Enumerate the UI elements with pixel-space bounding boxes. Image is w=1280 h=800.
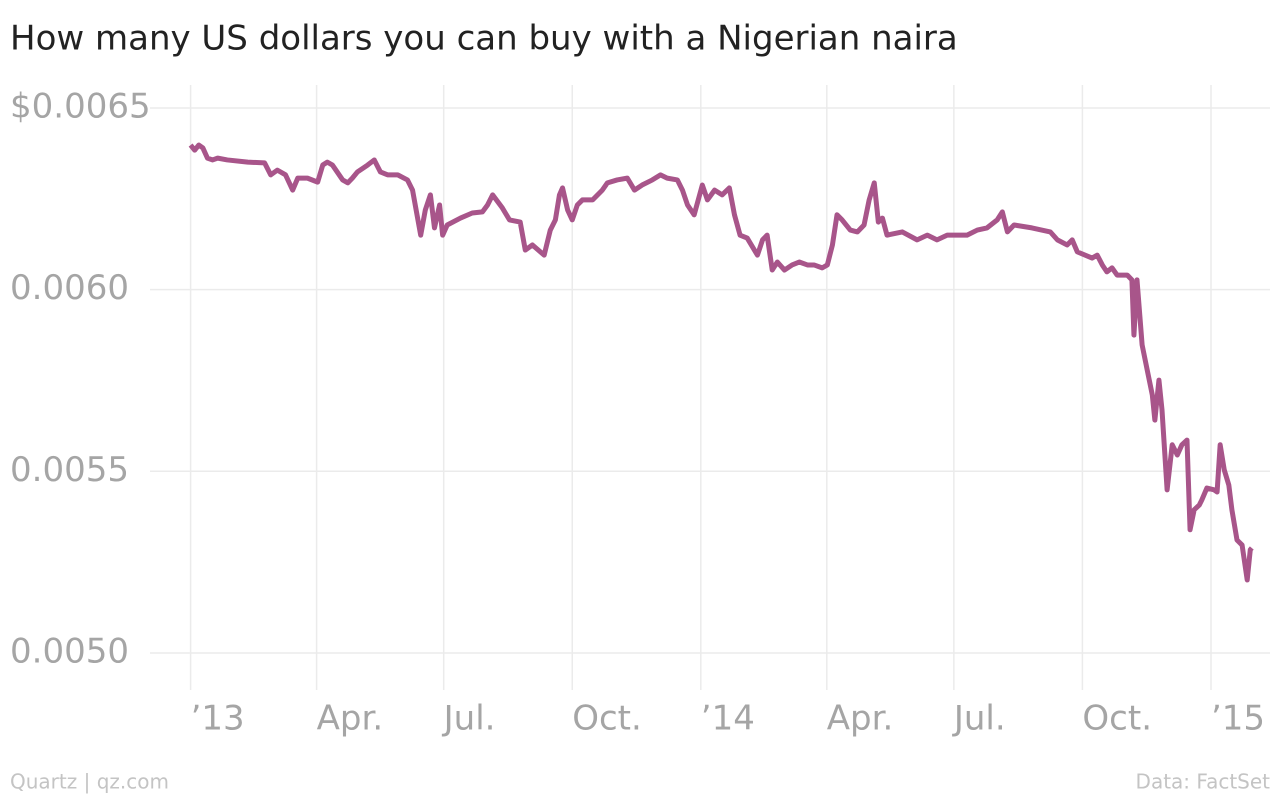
x-tick-label: Apr. [827, 699, 894, 739]
y-tick-label: 0.0060 [10, 268, 129, 308]
y-tick-label: 0.0055 [10, 450, 129, 490]
x-tick-label: Oct. [1082, 699, 1152, 739]
source: Data: FactSet [1136, 770, 1271, 794]
x-tick-label: ’15 [1211, 699, 1265, 739]
credit: Quartz | qz.com [10, 770, 169, 794]
x-tick-label: ’14 [701, 699, 755, 739]
data-line [188, 142, 1254, 583]
x-tick-label: Oct. [572, 699, 642, 739]
x-tick-label: ’13 [191, 699, 245, 739]
y-tick-label: $0.0065 [10, 86, 151, 126]
chart-title: How many US dollars you can buy with a N… [10, 19, 958, 59]
x-tick-label: Jul. [952, 699, 1006, 739]
x-tick-label: Jul. [442, 699, 496, 739]
x-tick-label: Apr. [317, 699, 384, 739]
y-tick-label: 0.0050 [10, 631, 129, 671]
